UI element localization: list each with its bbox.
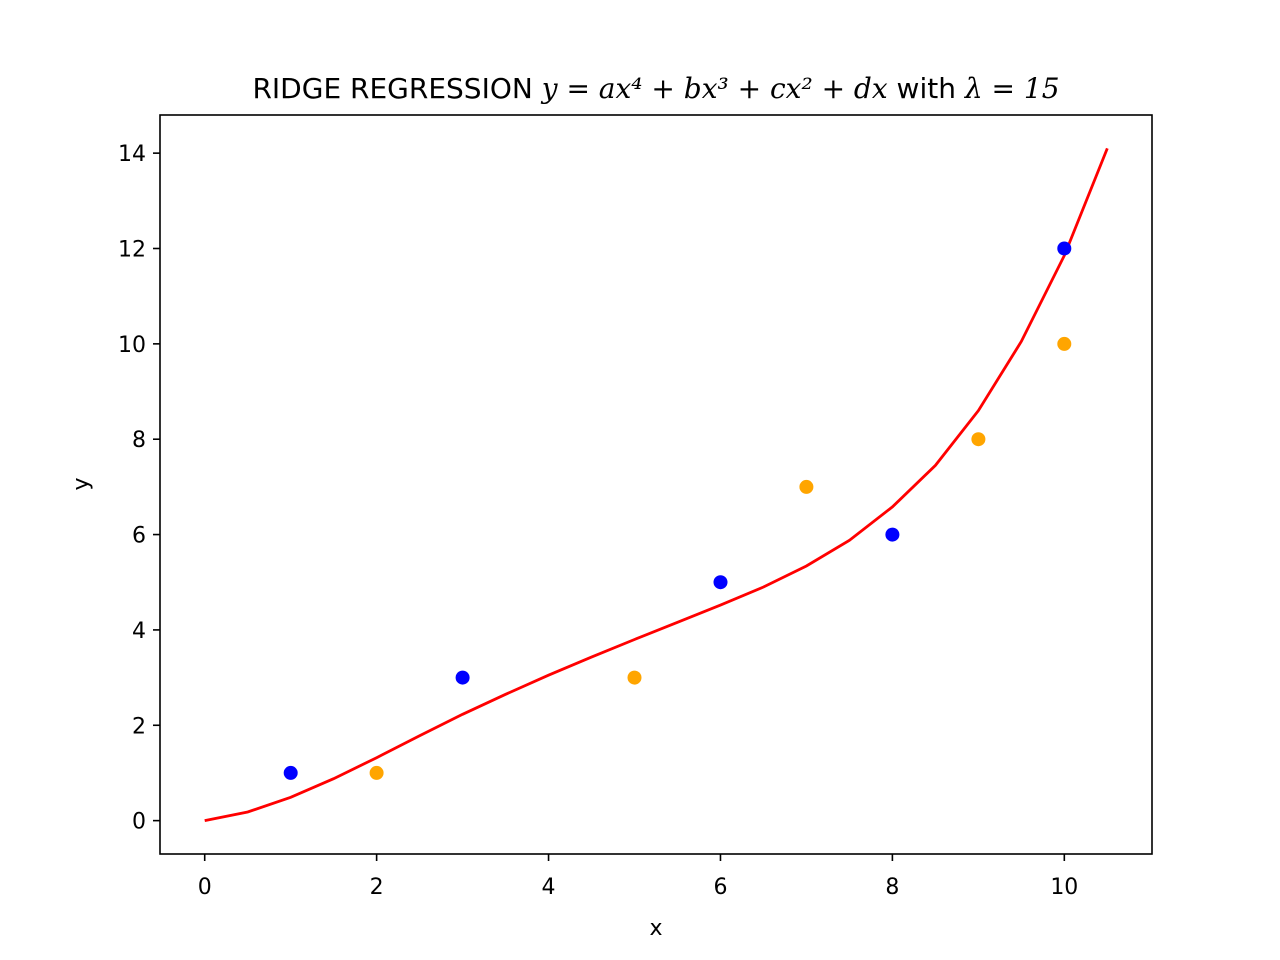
scatter-point-series0-2 (713, 575, 728, 590)
title-lambda: λ = 15 (964, 72, 1060, 105)
scatter-point-series1-2 (799, 479, 814, 494)
x-tick-label: 2 (370, 875, 384, 900)
y-axis-label: y (69, 477, 94, 490)
x-tick-label: 10 (1050, 875, 1078, 900)
scatter-point-series1-3 (971, 432, 986, 447)
y-tick-label: 4 (132, 619, 146, 644)
scatter-point-series0-4 (1057, 241, 1072, 256)
axes-frame (159, 114, 1153, 855)
y-axis-ticks: 0 2 4 6 8 10 12 14 (118, 142, 160, 835)
x-tick-label: 4 (542, 875, 556, 900)
x-axis-label: x (649, 916, 662, 941)
x-tick-label: 0 (198, 875, 212, 900)
scatter-point-series1-1 (627, 670, 642, 685)
x-tick-label: 8 (885, 875, 899, 900)
x-tick-label: 6 (713, 875, 727, 900)
fit-curve-line (204, 147, 1109, 822)
y-tick-label: 12 (118, 237, 146, 262)
scatter-point-series1-0 (369, 765, 384, 780)
scatter-point-series0-1 (455, 670, 470, 685)
scatter-point-series0-3 (885, 527, 900, 542)
title-suffix: with (888, 72, 965, 105)
chart-title: RIDGE REGRESSION y = ax⁴ + bx³ + cx² + d… (252, 72, 1059, 105)
x-axis-ticks: 0 2 4 6 8 10 (198, 854, 1078, 900)
y-tick-label: 10 (118, 333, 146, 358)
title-prefix: RIDGE REGRESSION (252, 72, 541, 105)
y-tick-label: 14 (118, 142, 146, 167)
y-tick-label: 2 (132, 714, 146, 739)
title-equation: y = ax⁴ + bx³ + cx² + dx (540, 72, 888, 105)
y-tick-label: 6 (132, 524, 146, 549)
y-tick-label: 8 (132, 428, 146, 453)
scatter-point-series0-0 (283, 765, 298, 780)
y-tick-label: 0 (132, 810, 146, 835)
plot-area (204, 147, 1109, 822)
scatter-point-series1-4 (1057, 336, 1072, 351)
